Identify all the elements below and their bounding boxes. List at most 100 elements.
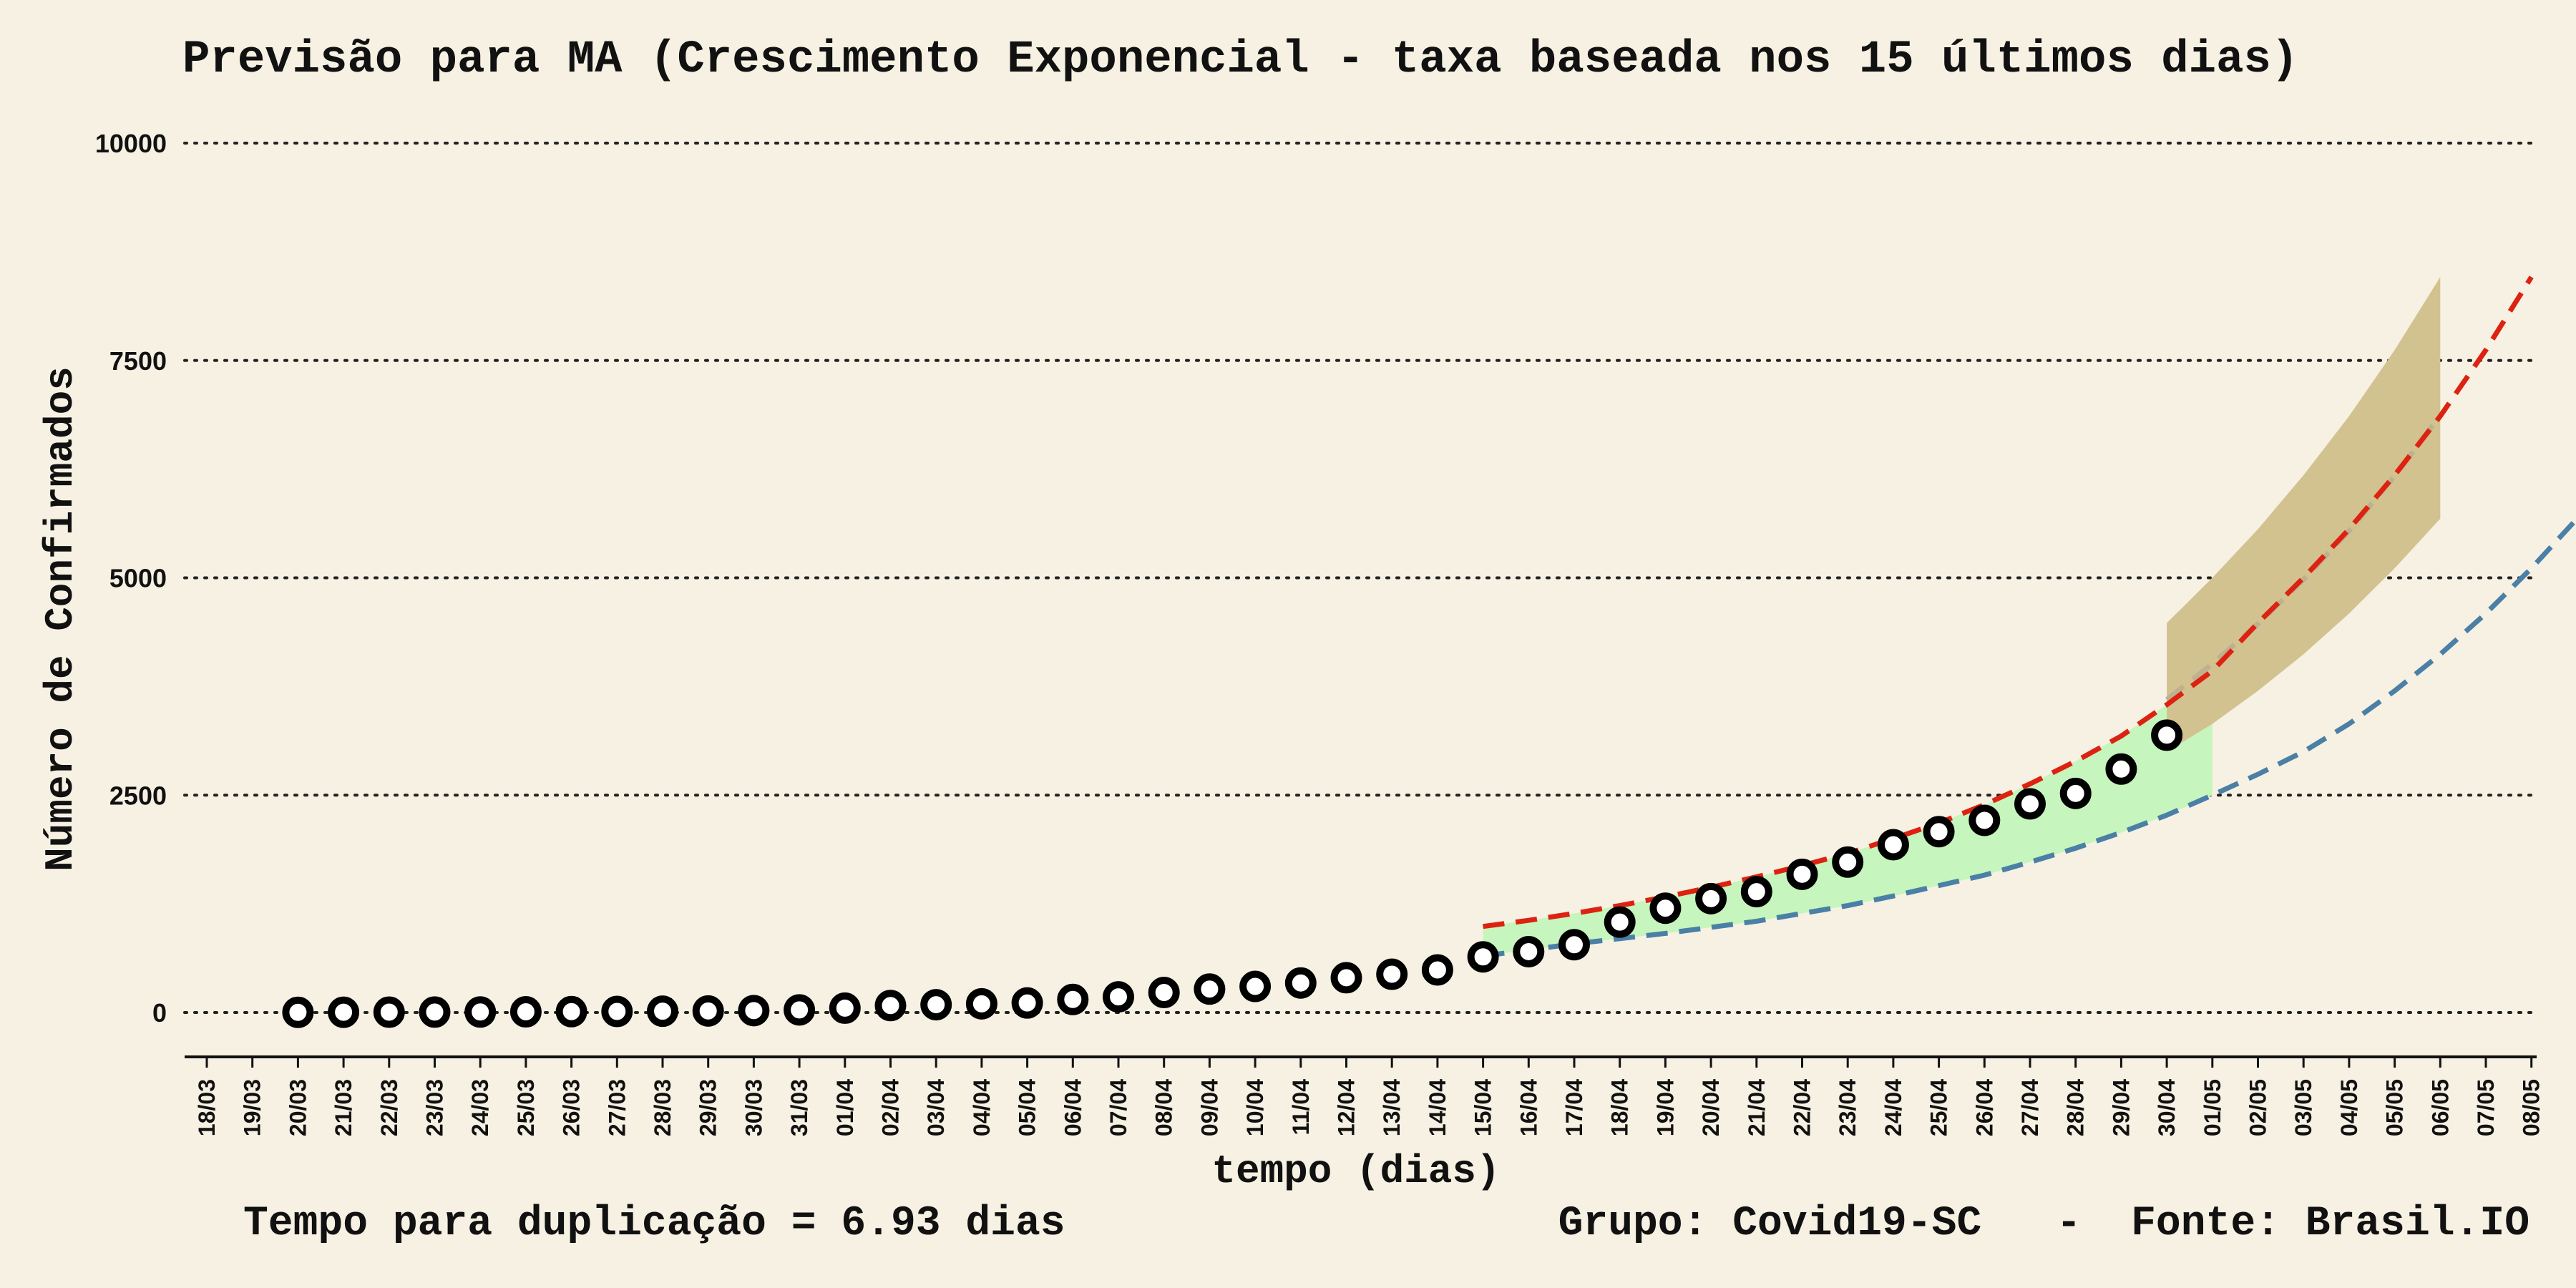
data-point-27-03 <box>605 1000 629 1024</box>
data-point-25-03 <box>514 1000 538 1024</box>
x-tick-label-18-04: 18/04 <box>1607 1079 1633 1136</box>
data-point-30-03 <box>741 998 766 1023</box>
x-tick-label-09-04: 09/04 <box>1196 1079 1222 1136</box>
x-tick-label-20-03: 20/03 <box>285 1079 311 1136</box>
x-tick-label-19-03: 19/03 <box>240 1079 265 1136</box>
x-tick-label-04-04: 04/04 <box>969 1079 995 1136</box>
x-tick-label-21-04: 21/04 <box>1744 1079 1770 1136</box>
data-point-10-04 <box>1243 975 1267 999</box>
data-point-21-03 <box>331 1000 356 1025</box>
data-point-11-04 <box>1289 971 1313 995</box>
y-tick-label-0: 0 <box>152 998 167 1028</box>
data-point-01-04 <box>833 996 857 1020</box>
x-tick-label-24-04: 24/04 <box>1880 1079 1906 1136</box>
data-point-07-04 <box>1106 985 1131 1009</box>
x-tick-label-28-04: 28/04 <box>2063 1079 2089 1136</box>
data-point-08-04 <box>1152 980 1176 1005</box>
data-point-04-04 <box>970 992 994 1016</box>
data-point-20-04 <box>1699 887 1723 911</box>
x-tick-label-08-05: 08/05 <box>2519 1079 2545 1136</box>
x-tick-label-10-04: 10/04 <box>1242 1079 1268 1136</box>
data-point-14-04 <box>1425 957 1450 982</box>
data-point-27-04 <box>2018 791 2042 816</box>
data-point-06-04 <box>1060 987 1085 1012</box>
x-tick-label-11-04: 11/04 <box>1288 1079 1314 1136</box>
x-tick-label-22-04: 22/04 <box>1790 1079 1815 1136</box>
doubling-time-label: Tempo para duplicação = 6.93 dias <box>243 1201 1065 1247</box>
x-tick-label-23-03: 23/03 <box>422 1079 448 1136</box>
y-tick-label-5000: 5000 <box>109 564 167 593</box>
data-point-28-04 <box>2064 781 2088 806</box>
data-point-26-03 <box>560 1000 584 1024</box>
data-point-21-04 <box>1745 879 1769 904</box>
x-tick-label-30-04: 30/04 <box>2154 1079 2180 1136</box>
x-tick-label-25-03: 25/03 <box>513 1079 539 1136</box>
x-tick-label-20-04: 20/04 <box>1698 1079 1724 1136</box>
data-point-29-03 <box>696 999 721 1023</box>
y-tick-label-7500: 7500 <box>109 346 167 376</box>
x-tick-label-26-04: 26/04 <box>1971 1079 1997 1136</box>
data-point-26-04 <box>1972 808 1996 832</box>
data-point-20-03 <box>286 1000 310 1025</box>
data-point-13-04 <box>1380 962 1404 987</box>
x-tick-label-05-04: 05/04 <box>1015 1079 1040 1136</box>
x-tick-label-29-03: 29/03 <box>696 1079 721 1136</box>
y-axis-title: Número de Confirmados <box>38 366 84 872</box>
x-tick-label-31-03: 31/03 <box>786 1079 812 1136</box>
y-tick-label-2500: 2500 <box>109 781 167 810</box>
x-tick-label-12-04: 12/04 <box>1334 1079 1360 1136</box>
data-point-23-03 <box>423 1000 447 1024</box>
x-tick-label-05-05: 05/05 <box>2382 1079 2408 1136</box>
x-tick-label-25-04: 25/04 <box>1926 1079 1952 1136</box>
x-tick-label-19-04: 19/04 <box>1652 1079 1678 1136</box>
data-point-25-04 <box>1927 819 1951 844</box>
data-point-19-04 <box>1653 896 1677 920</box>
data-point-18-04 <box>1608 910 1632 935</box>
x-axis-title: tempo (dias) <box>1211 1148 1500 1194</box>
data-point-02-04 <box>879 993 903 1018</box>
data-point-03-04 <box>924 992 948 1017</box>
chart-title: Previsão para MA (Crescimento Exponencia… <box>182 34 2298 86</box>
x-tick-label-02-05: 02/05 <box>2245 1079 2271 1136</box>
x-tick-label-01-05: 01/05 <box>2200 1079 2225 1136</box>
data-point-22-04 <box>1790 862 1815 887</box>
data-point-05-04 <box>1015 991 1040 1015</box>
data-point-31-03 <box>787 997 811 1022</box>
y-tick-label-10000: 10000 <box>95 129 167 158</box>
x-tick-label-15-04: 15/04 <box>1470 1079 1496 1136</box>
x-tick-label-30-03: 30/03 <box>741 1079 766 1136</box>
x-tick-label-16-04: 16/04 <box>1516 1079 1541 1136</box>
x-tick-label-17-04: 17/04 <box>1561 1079 1587 1136</box>
data-point-12-04 <box>1335 965 1359 990</box>
x-tick-label-27-04: 27/04 <box>2017 1079 2043 1136</box>
x-tick-label-13-04: 13/04 <box>1379 1079 1405 1136</box>
x-tick-label-18-03: 18/03 <box>194 1079 220 1136</box>
x-tick-label-24-03: 24/03 <box>467 1079 493 1136</box>
x-tick-label-03-05: 03/05 <box>2290 1079 2316 1136</box>
data-point-22-03 <box>377 1000 401 1025</box>
data-point-24-04 <box>1881 833 1906 857</box>
x-tick-label-23-04: 23/04 <box>1835 1079 1860 1136</box>
x-tick-label-08-04: 08/04 <box>1151 1079 1177 1136</box>
x-tick-label-27-03: 27/03 <box>604 1079 630 1136</box>
data-point-23-04 <box>1835 850 1860 874</box>
data-point-17-04 <box>1562 932 1586 957</box>
data-point-28-03 <box>650 999 675 1023</box>
data-point-29-04 <box>2109 757 2133 781</box>
credit-label: Grupo: Covid19-SC - Fonte: Brasil.IO <box>1558 1201 2529 1247</box>
data-point-09-04 <box>1197 977 1221 1001</box>
x-tick-label-29-04: 29/04 <box>2108 1079 2134 1136</box>
x-tick-label-21-03: 21/03 <box>331 1079 356 1136</box>
x-tick-label-22-03: 22/03 <box>376 1079 402 1136</box>
x-tick-label-14-04: 14/04 <box>1425 1079 1450 1136</box>
data-point-15-04 <box>1471 945 1496 969</box>
x-tick-label-01-04: 01/04 <box>832 1079 858 1136</box>
x-tick-label-04-05: 04/05 <box>2336 1079 2362 1136</box>
data-point-24-03 <box>468 1000 492 1024</box>
x-tick-label-07-05: 07/05 <box>2473 1079 2499 1136</box>
x-tick-label-06-04: 06/04 <box>1060 1079 1085 1136</box>
data-point-16-04 <box>1516 940 1541 964</box>
x-tick-label-26-03: 26/03 <box>559 1079 585 1136</box>
x-tick-label-02-04: 02/04 <box>878 1079 904 1136</box>
